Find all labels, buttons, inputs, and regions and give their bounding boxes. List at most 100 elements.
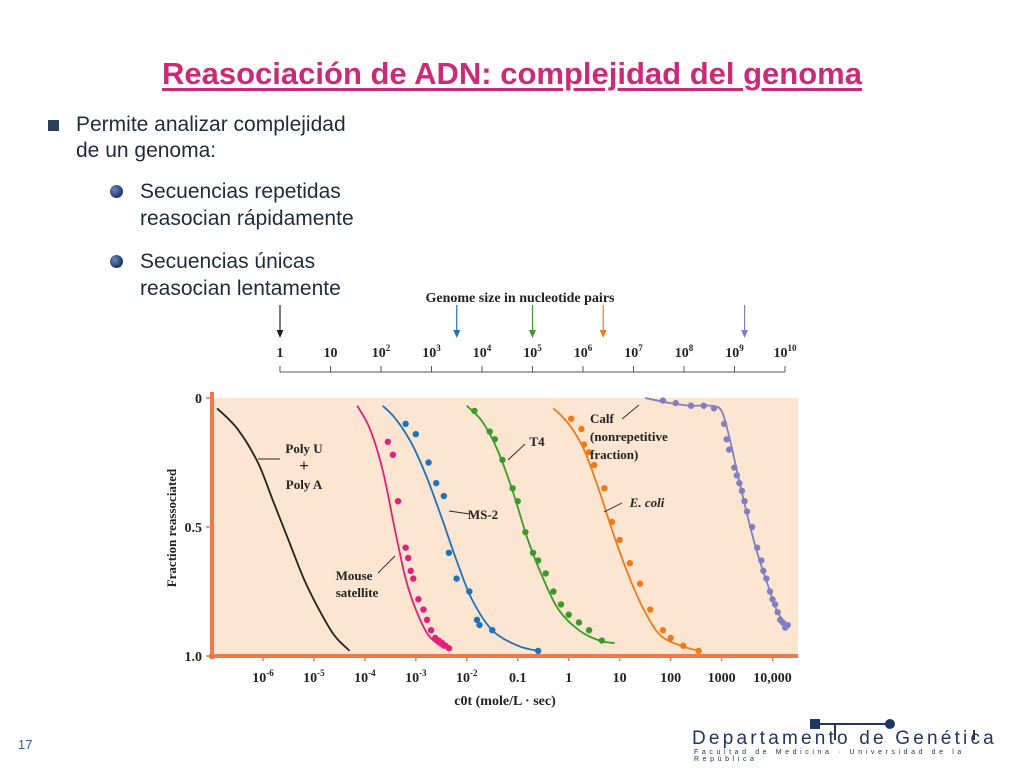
series-annotation: T4 xyxy=(529,434,545,449)
data-point xyxy=(394,498,402,505)
series-annotation: MS-2 xyxy=(468,507,498,522)
x-tick-label: 10 xyxy=(613,671,627,686)
series-annotation: Poly A xyxy=(286,477,323,492)
data-point xyxy=(575,619,583,626)
data-point xyxy=(389,451,397,458)
data-point xyxy=(779,619,786,626)
sub-bullet-text: Secuencias únicas reasocian lentamente xyxy=(140,250,341,300)
data-point xyxy=(720,420,728,427)
data-point xyxy=(522,528,529,536)
data-point xyxy=(425,459,432,466)
data-point xyxy=(529,549,537,556)
data-point xyxy=(433,479,440,487)
data-point xyxy=(601,485,608,492)
data-point xyxy=(509,485,516,492)
data-point xyxy=(585,627,593,634)
data-point xyxy=(491,436,499,443)
department-name: Departamento de Genética xyxy=(692,728,997,749)
x-tick-label: 10-3 xyxy=(405,668,427,686)
data-point xyxy=(440,492,448,500)
data-point xyxy=(565,611,572,618)
x-tick-label: 0.1 xyxy=(509,671,527,686)
sub-bullet-unique: Secuencias únicas reasocian lentamente xyxy=(110,248,440,302)
data-point xyxy=(726,446,733,453)
series-annotation: (nonrepetitive xyxy=(590,429,668,444)
main-bullet-text: Permite analizar complejidad de un genom… xyxy=(76,113,346,162)
data-point xyxy=(412,430,420,438)
data-point xyxy=(771,601,779,608)
round-bullet-icon xyxy=(110,185,123,198)
data-point xyxy=(743,508,751,515)
genome-scale-tick-label: 105 xyxy=(523,343,542,361)
page-number: 17 xyxy=(18,737,33,752)
genome-scale-tick-label: 106 xyxy=(574,343,593,361)
data-point xyxy=(542,570,549,577)
genome-scale-tick-label: 107 xyxy=(624,343,643,361)
data-point xyxy=(608,518,616,526)
genome-size-arrow-head xyxy=(276,330,284,338)
data-point xyxy=(585,448,593,456)
series-annotation: E. coli xyxy=(629,495,665,510)
x-tick-label: 10,000 xyxy=(753,671,792,686)
data-point xyxy=(514,498,521,505)
data-point xyxy=(769,596,776,603)
data-point xyxy=(731,464,738,471)
data-point xyxy=(489,627,496,634)
data-point xyxy=(763,575,770,582)
genome-size-arrow-head xyxy=(599,330,607,338)
genome-scale-title: Genome size in nucleotide pairs xyxy=(426,291,616,306)
data-point xyxy=(445,645,453,652)
data-point xyxy=(667,634,674,642)
x-tick-label: 10-6 xyxy=(252,668,274,686)
genome-scale-tick-label: 108 xyxy=(675,343,694,361)
data-point xyxy=(616,536,623,544)
square-bullet-icon xyxy=(48,120,59,131)
data-point xyxy=(748,523,756,531)
data-point xyxy=(427,627,435,634)
data-point xyxy=(736,479,743,487)
x-axis-label: c0t (mole/L · sec) xyxy=(454,694,556,709)
plot-background xyxy=(212,398,798,656)
genome-scale-tick-label: 10 xyxy=(324,346,338,361)
data-point xyxy=(659,627,667,634)
x-tick-label: 10-5 xyxy=(303,668,325,686)
data-point xyxy=(534,647,542,655)
x-tick-label: 10-4 xyxy=(354,668,376,686)
series-annotation: + xyxy=(299,456,309,475)
data-point xyxy=(760,567,767,575)
series-annotation: Mouse xyxy=(336,568,373,583)
genome-size-arrow-head xyxy=(741,330,749,338)
data-point xyxy=(741,498,748,505)
data-point xyxy=(784,621,792,629)
series-annotation: satellite xyxy=(336,585,379,600)
data-point xyxy=(404,554,412,562)
genome-size-arrow-head xyxy=(453,330,461,338)
data-point xyxy=(754,544,761,551)
data-point xyxy=(471,407,478,415)
genome-size-arrow-head xyxy=(529,330,536,338)
data-point xyxy=(626,559,634,567)
y-tick-label: 1.0 xyxy=(185,650,203,665)
series-annotation: fraction) xyxy=(590,447,638,462)
data-point xyxy=(384,438,391,446)
genome-scale-tick-label: 102 xyxy=(372,343,391,361)
data-point xyxy=(402,544,409,551)
data-point xyxy=(402,420,409,427)
department-logo-icon xyxy=(810,719,975,740)
data-point xyxy=(445,549,453,556)
series-line xyxy=(552,407,699,652)
genome-scale-tick-label: 104 xyxy=(473,343,492,361)
data-point xyxy=(423,616,431,624)
series-line xyxy=(216,407,351,652)
annotation-leader xyxy=(603,502,623,513)
slide-title: Reasociación de ADN: complejidad del gen… xyxy=(162,56,862,91)
data-point xyxy=(534,557,542,564)
data-point xyxy=(738,487,746,495)
series-line xyxy=(382,405,539,652)
data-point xyxy=(700,402,707,409)
y-axis-label: Fraction reassociated xyxy=(164,468,179,587)
data-point xyxy=(636,580,644,587)
data-point xyxy=(774,608,781,616)
data-point xyxy=(723,436,730,443)
data-point xyxy=(590,461,598,469)
